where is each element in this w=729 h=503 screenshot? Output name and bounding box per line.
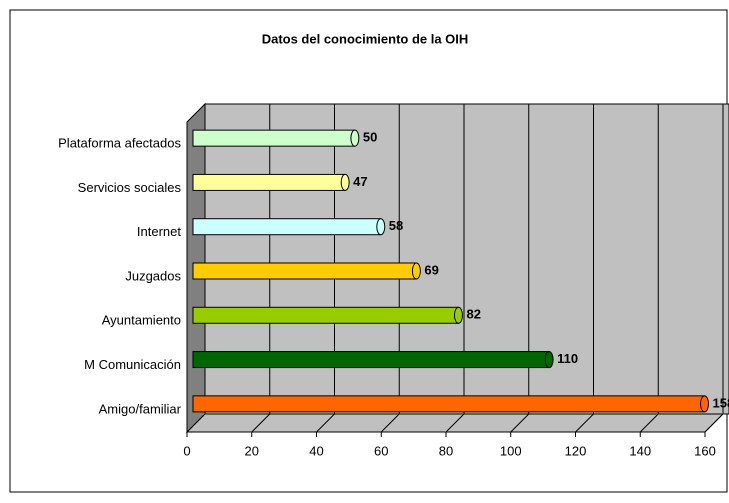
floor-grid-line <box>445 413 465 433</box>
x-tick-label: 0 <box>183 443 190 458</box>
value-label: 158 <box>713 395 729 410</box>
bar-body <box>192 395 706 413</box>
value-label: 58 <box>389 218 403 233</box>
bar-body <box>192 306 459 324</box>
bar-body <box>192 351 550 369</box>
floor-grid-line <box>380 413 400 433</box>
bar <box>192 129 360 147</box>
y-tick-label: M Comunicación <box>84 357 181 372</box>
value-label: 110 <box>557 351 578 366</box>
x-tick-label: 120 <box>565 443 587 458</box>
x-tick-label: 100 <box>500 443 522 458</box>
chart-title: Datos del conocimiento de la OIH <box>262 31 469 46</box>
bar-body <box>192 262 417 280</box>
floor-grid-line <box>316 413 335 433</box>
value-label: 69 <box>424 262 438 277</box>
floor-grid-line <box>704 413 724 433</box>
bar-cap <box>700 395 710 413</box>
value-label: 82 <box>466 307 480 322</box>
y-tick-label: Ayuntamiento <box>102 313 181 328</box>
floor-grid-line <box>186 413 206 433</box>
floor-grid-line <box>251 413 271 433</box>
bar-cap <box>544 351 554 369</box>
x-tick-label: 160 <box>694 443 716 458</box>
x-tick-label: 140 <box>629 443 651 458</box>
bar-cap <box>340 173 350 191</box>
floor-grid-line <box>510 413 530 433</box>
y-tick-label: Juzgados <box>125 268 181 283</box>
bar <box>192 173 350 191</box>
y-tick-label: Internet <box>137 224 181 239</box>
bar <box>192 351 554 369</box>
y-tick-label: Amigo/familiar <box>99 401 182 416</box>
bar <box>192 395 710 413</box>
floor-grid-line <box>639 413 659 433</box>
bar-cap <box>411 262 421 280</box>
bar-cap <box>350 129 360 147</box>
x-tick-label: 80 <box>439 443 453 458</box>
y-tick-label: Plataforma afectados <box>58 136 181 151</box>
x-tick-label: 40 <box>309 443 323 458</box>
bar-body <box>192 129 356 147</box>
x-tick-label: 20 <box>245 443 259 458</box>
value-label: 50 <box>363 130 377 145</box>
bar-cap <box>376 218 386 236</box>
bar <box>192 262 421 280</box>
bar-cap <box>453 306 463 324</box>
bars <box>192 129 710 413</box>
bar <box>192 218 386 236</box>
x-tick-label: 60 <box>374 443 388 458</box>
bar-body <box>192 173 346 191</box>
y-tick-label: Servicios sociales <box>78 180 182 195</box>
bar <box>192 306 463 324</box>
value-label: 47 <box>353 174 367 189</box>
floor-grid-line <box>575 413 594 433</box>
bar-body <box>192 218 382 236</box>
